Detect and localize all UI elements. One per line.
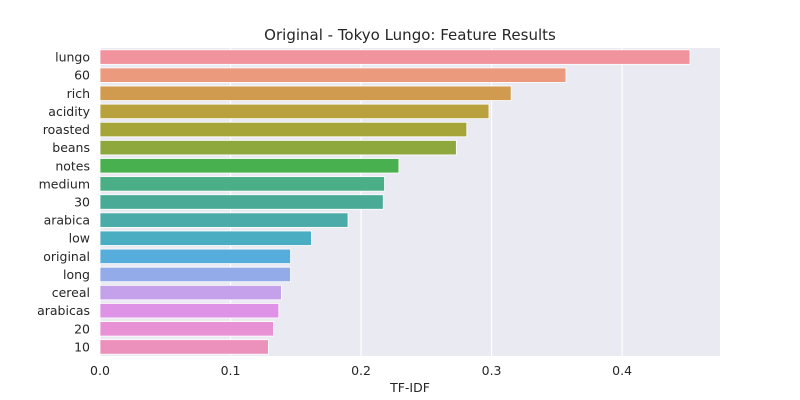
bar-medium [99, 176, 385, 192]
bar-low [99, 230, 312, 246]
y-tick-label: roasted [43, 122, 90, 137]
bar-notes [99, 158, 400, 174]
y-tick-label: original [43, 249, 90, 264]
bar-long [99, 266, 291, 283]
bar-original [99, 248, 291, 264]
x-tick-label: 0.1 [221, 363, 241, 378]
bar-20 [99, 321, 275, 337]
y-tick-label: 20 [74, 321, 90, 336]
bar-lungo [99, 49, 691, 65]
bars [99, 49, 691, 355]
y-tick-label: notes [55, 158, 90, 173]
y-tick-label: 10 [74, 339, 90, 354]
bar-beans [99, 139, 457, 156]
bar-arabicas [99, 303, 280, 319]
y-tick-label: medium [39, 176, 90, 191]
x-tick-labels: 0.0 0.1 0.2 0.3 0.4 [90, 363, 632, 378]
y-tick-labels: lungo 60 rich acidity roasted beans notes mediu… [37, 50, 91, 355]
bar-roasted [99, 121, 468, 138]
y-tick-label: 30 [74, 195, 90, 210]
x-tick-label: 0.2 [351, 363, 371, 378]
y-tick-label: 60 [74, 68, 90, 83]
y-tick-label: beans [52, 140, 90, 155]
bar-arabica [99, 212, 349, 228]
bar-30 [99, 194, 384, 210]
y-tick-label: acidity [48, 104, 90, 119]
bar-cereal [99, 284, 282, 301]
y-tick-label: low [69, 231, 90, 246]
bar-rich [99, 85, 512, 101]
y-tick-label: lungo [55, 50, 90, 65]
bar-60 [99, 67, 567, 83]
x-axis-label: TF-IDF [389, 380, 430, 395]
y-tick-label: arabicas [37, 303, 90, 318]
x-tick-label: 0.4 [612, 363, 632, 378]
bar-acidity [99, 103, 490, 120]
x-tick-label: 0.3 [482, 363, 502, 378]
y-tick-label: cereal [52, 285, 90, 300]
bar-10 [99, 339, 269, 355]
x-tick-label: 0.0 [90, 363, 110, 378]
y-tick-label: long [63, 267, 90, 282]
chart-title: Original - Tokyo Lungo: Feature Results [264, 26, 556, 44]
y-tick-label: rich [67, 86, 90, 101]
y-tick-label: arabica [44, 213, 90, 228]
